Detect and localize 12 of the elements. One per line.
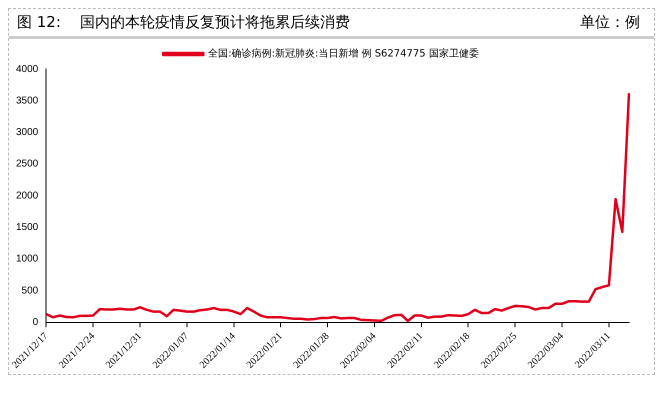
y-tick-label: 4000 — [16, 64, 39, 75]
text: 单位：例 — [580, 13, 640, 32]
y-tick-label: 0 — [32, 317, 39, 328]
y-tick-label: 3500 — [16, 95, 39, 106]
chart-title: 图 12: 国内的本轮疫情反复预计将拖累后续消费 — [17, 13, 350, 32]
y-tick-label: 3000 — [16, 127, 39, 138]
y-tick-label: 2000 — [16, 190, 39, 202]
y-tick-label: 500 — [22, 285, 39, 296]
y-tick-label: 1000 — [16, 254, 39, 265]
y-tick-label: 1500 — [16, 222, 39, 234]
y-tick-label: 2500 — [16, 158, 39, 170]
legend-label: 全国:确诊病例:新冠肺炎:当日新增 例 S6274775 国家卫健委 — [208, 48, 479, 60]
